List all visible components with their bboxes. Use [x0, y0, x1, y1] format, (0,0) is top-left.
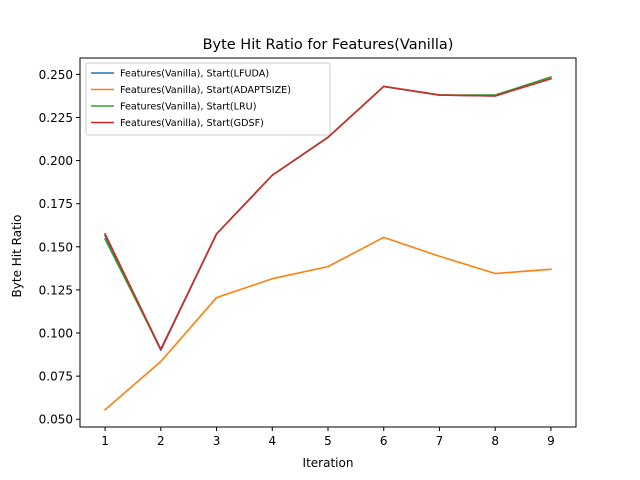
- x-axis-label: Iteration: [303, 456, 354, 470]
- x-tick-label: 4: [268, 434, 276, 448]
- x-tick-label: 8: [491, 434, 499, 448]
- legend-box: [85, 62, 331, 136]
- y-axis-label: Byte Hit Ratio: [10, 215, 24, 298]
- legend-label: Features(Vanilla), Start(LRU): [120, 102, 256, 113]
- y-tick-label: 0.050: [39, 413, 73, 427]
- series-line-3: [104, 77, 552, 351]
- y-tick-label: 0.250: [39, 68, 73, 82]
- x-tick-label: 6: [380, 434, 388, 448]
- y-tick-label: 0.200: [39, 154, 73, 168]
- x-tick-label: 1: [101, 434, 109, 448]
- y-tick-label: 0.100: [39, 327, 73, 341]
- y-tick-label: 0.150: [39, 240, 73, 254]
- x-tick-label: 7: [436, 434, 444, 448]
- legend-label: Features(Vanilla), Start(ADAPTSIZE): [120, 85, 291, 96]
- y-tick-label: 0.075: [39, 370, 73, 384]
- series-line-1: [103, 236, 552, 411]
- legend-label: Features(Vanilla), Start(LFUDA): [120, 69, 269, 80]
- y-tick-label: 0.225: [39, 111, 73, 125]
- chart-title: Byte Hit Ratio for Features(Vanilla): [203, 37, 454, 53]
- x-tick-label: 9: [547, 434, 555, 448]
- x-tick-label: 2: [157, 434, 165, 448]
- legend-label: Features(Vanilla), Start(GDSF): [120, 118, 264, 129]
- y-tick-label: 0.125: [39, 283, 73, 297]
- x-tick-label: 3: [213, 434, 221, 448]
- y-tick-label: 0.175: [39, 197, 73, 211]
- plot-frame: [79, 57, 577, 428]
- series-lines: [103, 75, 552, 411]
- legend: Features(Vanilla), Start(LFUDA) Features(…: [85, 62, 331, 136]
- x-tick-label: 5: [324, 434, 332, 448]
- axis-ticks: 1 2 3 4 5 6 7 8 9 0.050 0.075 0.100 0.125 0.150 0.175 0…: [39, 68, 555, 448]
